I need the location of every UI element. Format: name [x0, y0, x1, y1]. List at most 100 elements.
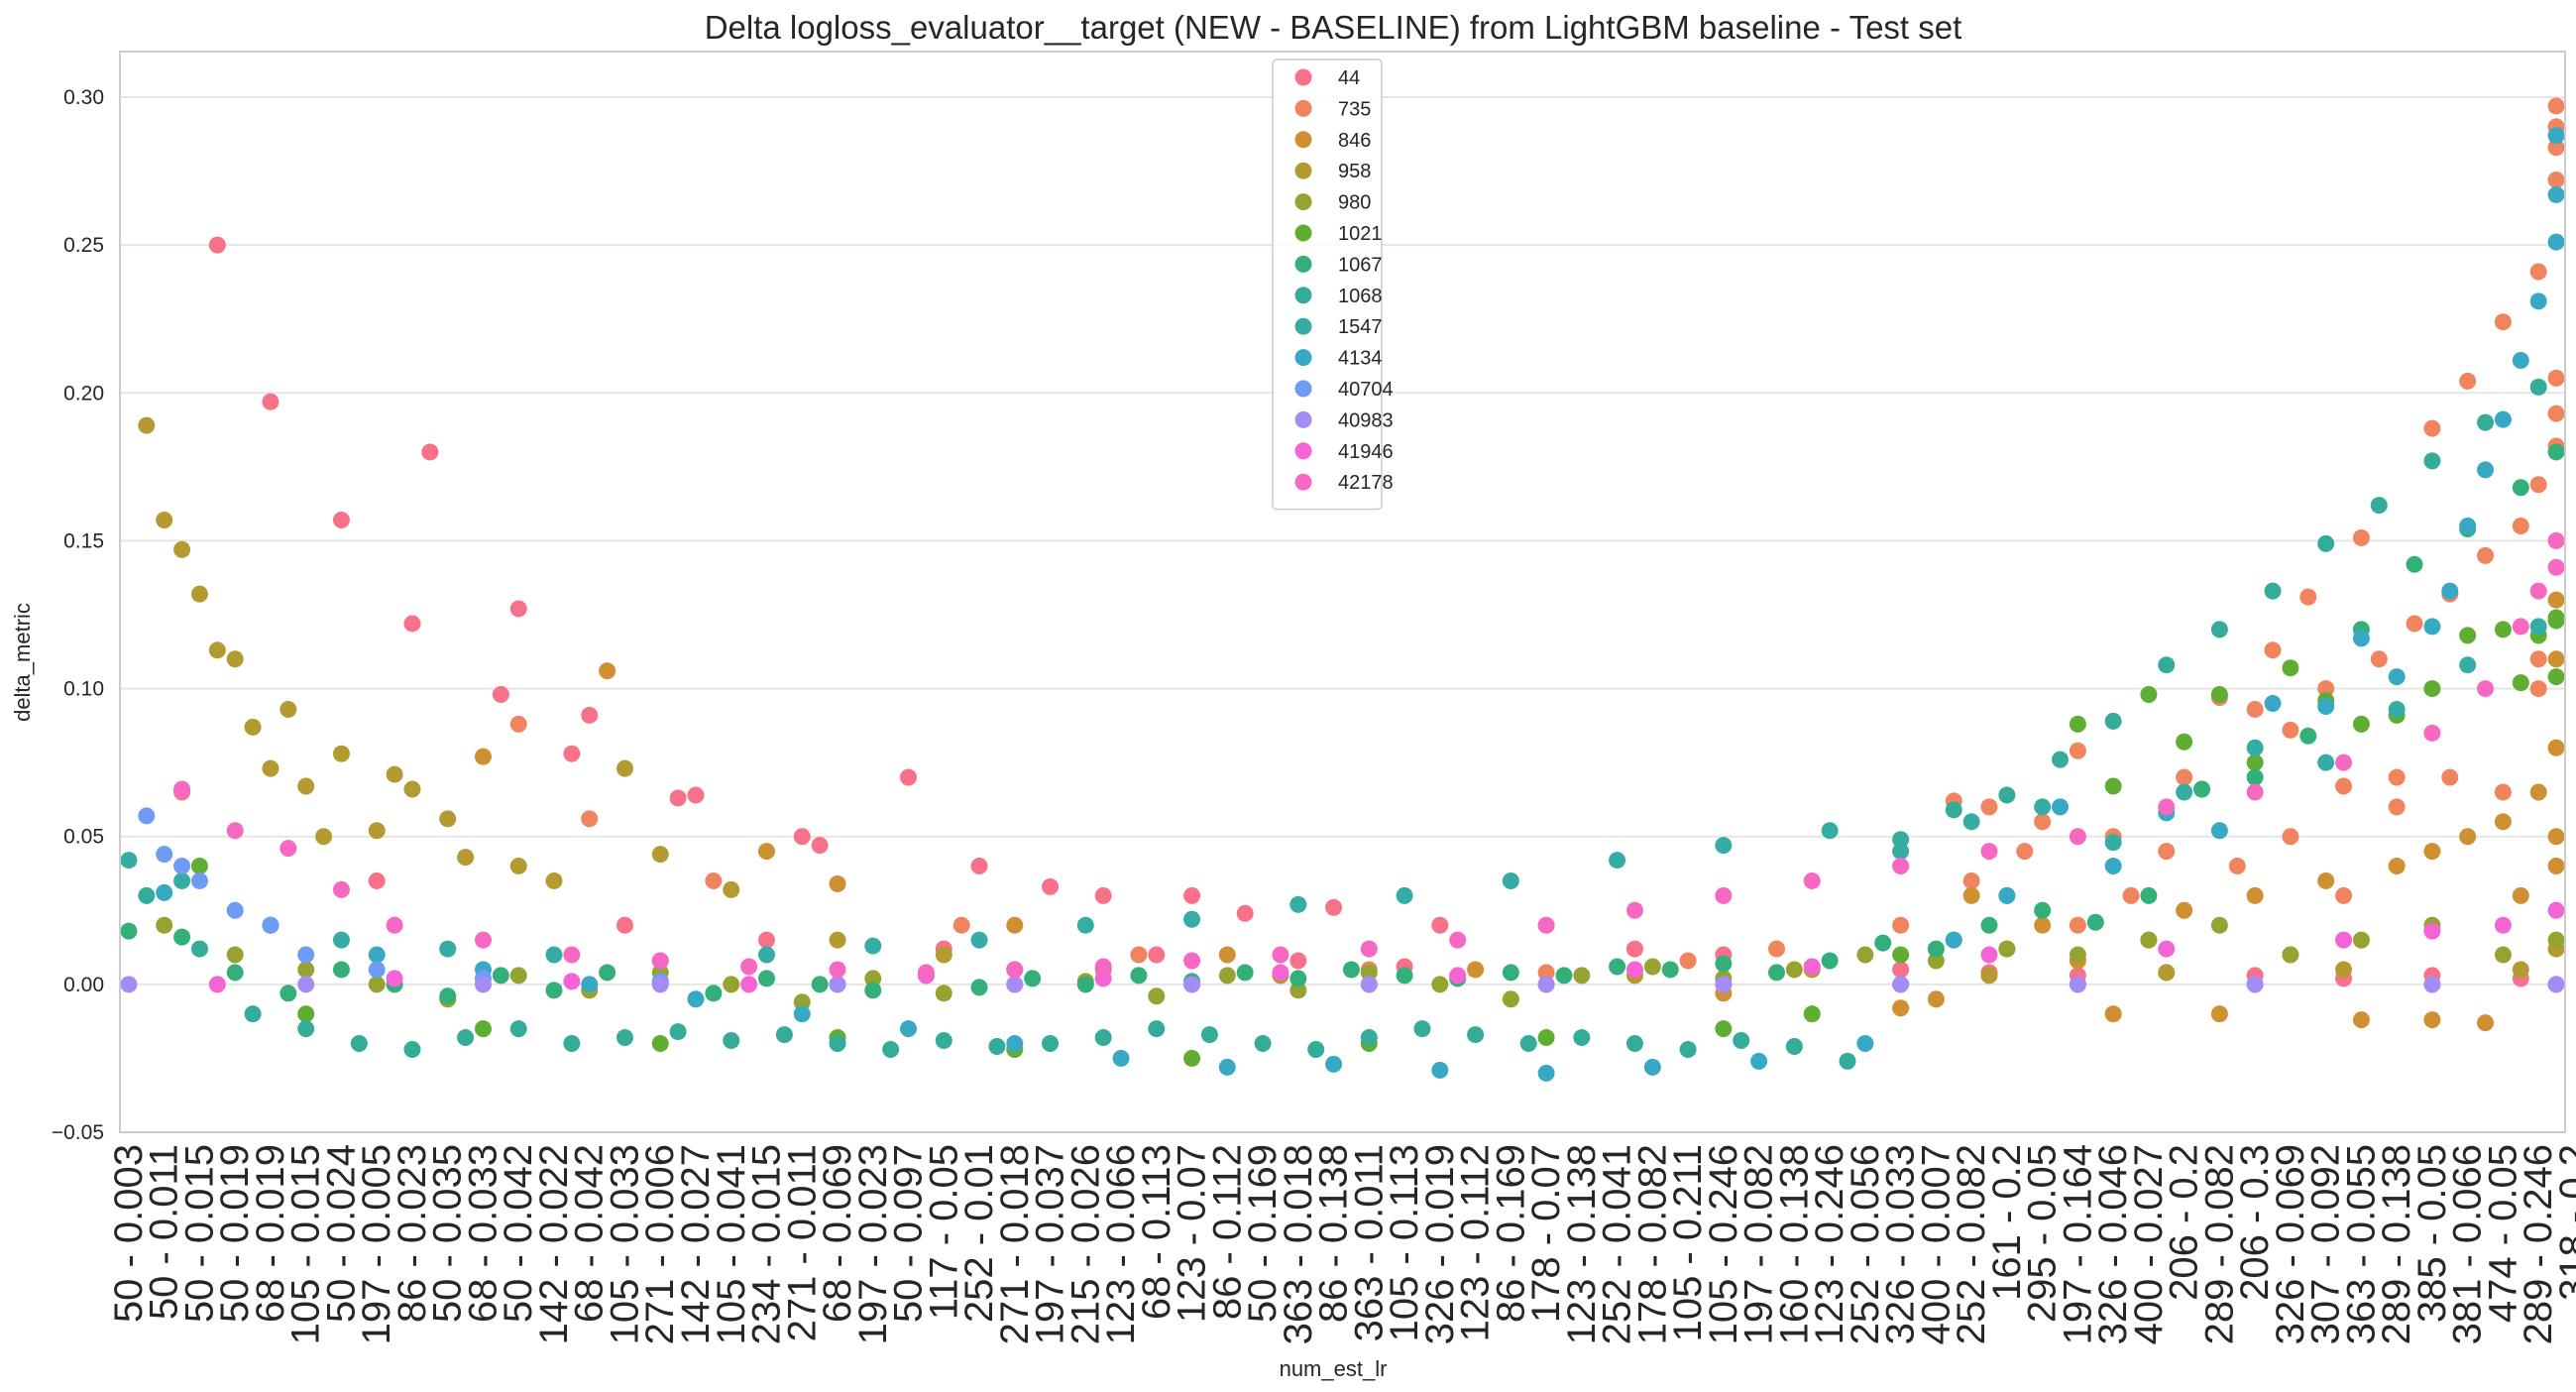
data-point	[2529, 292, 2547, 310]
data-point	[1715, 955, 1733, 973]
x-tick-label: 123 - 0.07	[1171, 1144, 1214, 1323]
data-point	[2547, 172, 2565, 189]
data-point	[935, 985, 952, 1002]
data-point	[2423, 724, 2441, 742]
y-tick-label: 0.15	[63, 529, 104, 552]
data-point	[1980, 946, 1998, 964]
data-point	[2104, 858, 2122, 875]
data-point	[1625, 961, 1643, 979]
data-point	[190, 858, 208, 875]
data-point	[811, 837, 829, 855]
data-point	[2529, 476, 2547, 494]
data-point	[1218, 1058, 1236, 1076]
data-point	[563, 745, 581, 762]
data-point	[190, 585, 208, 603]
data-point	[403, 780, 421, 798]
data-point	[2140, 686, 2158, 704]
data-point	[829, 874, 846, 892]
data-point	[2158, 656, 2176, 674]
data-point	[2282, 946, 2299, 964]
data-point	[262, 393, 280, 410]
data-point	[935, 1032, 952, 1050]
data-point	[651, 1035, 669, 1053]
data-point	[793, 1005, 811, 1023]
data-point	[2547, 558, 2565, 576]
x-tick-label: 178 - 0.07	[1524, 1144, 1568, 1323]
data-point	[120, 922, 138, 940]
data-point	[1042, 877, 1060, 895]
data-point	[1396, 967, 1413, 985]
data-point	[1467, 1026, 1485, 1044]
x-tick-label: 50 - 0.015	[177, 1144, 221, 1323]
x-tick-label: 326 - 0.046	[2091, 1144, 2135, 1344]
data-point	[2406, 555, 2423, 573]
data-point	[2494, 621, 2512, 638]
data-point	[226, 901, 244, 919]
data-point	[1006, 976, 1024, 993]
x-tick-label: 363 - 0.011	[1347, 1144, 1391, 1341]
x-tick-label: 385 - 0.05	[2410, 1144, 2454, 1323]
data-point	[2494, 783, 2512, 801]
data-point	[829, 976, 846, 993]
data-point	[988, 1037, 1006, 1055]
data-point	[1502, 964, 1519, 982]
data-point	[2069, 976, 2086, 993]
data-point	[545, 946, 563, 964]
data-point	[1980, 967, 1998, 985]
data-point	[2158, 964, 2176, 982]
data-point	[2158, 940, 2176, 958]
data-point	[1183, 976, 1201, 993]
data-point	[350, 1035, 368, 1053]
data-point	[563, 1035, 581, 1053]
data-point	[2352, 528, 2370, 546]
data-point	[1112, 1049, 1130, 1067]
data-point	[2104, 834, 2122, 852]
data-point	[2140, 886, 2158, 904]
data-point	[1927, 940, 1945, 958]
data-point	[1183, 952, 1201, 970]
data-point	[262, 759, 280, 777]
x-tick-label: 123 - 0.246	[1808, 1144, 1851, 1344]
data-point	[509, 967, 527, 985]
data-point	[740, 976, 758, 993]
data-point	[297, 777, 315, 795]
data-point	[1094, 958, 1112, 976]
data-point	[226, 822, 244, 840]
data-point	[509, 858, 527, 875]
x-tick-label: 50 - 0.042	[497, 1144, 540, 1323]
data-point	[2494, 916, 2512, 934]
data-point	[2246, 976, 2264, 993]
data-point	[2494, 410, 2512, 428]
data-point	[1218, 946, 1236, 964]
data-point	[1821, 952, 1839, 970]
data-point	[1502, 871, 1519, 889]
data-point	[156, 916, 173, 934]
x-tick-label: 252 - 0.056	[1844, 1144, 1887, 1344]
data-point	[2547, 531, 2565, 549]
data-point	[599, 662, 616, 680]
data-point	[723, 880, 740, 898]
x-tick-label: 50 - 0.097	[887, 1144, 931, 1323]
data-point	[2547, 976, 2565, 993]
data-point	[1360, 1029, 1378, 1047]
data-point	[2069, 828, 2086, 846]
data-point	[1609, 852, 1626, 870]
data-point	[457, 849, 475, 867]
data-point	[1289, 952, 1307, 970]
data-point	[1927, 952, 1945, 970]
data-point	[2335, 931, 2353, 949]
data-point	[1856, 1035, 1874, 1053]
x-tick-label: 215 - 0.026	[1064, 1144, 1107, 1344]
data-point	[1856, 946, 1874, 964]
data-point	[1715, 837, 1733, 855]
data-point	[226, 650, 244, 668]
x-tick-label: 86 - 0.138	[1312, 1144, 1356, 1323]
data-point	[1750, 1052, 1768, 1070]
data-point	[2210, 686, 2228, 704]
y-tick-label: 0.10	[63, 678, 104, 701]
data-point	[2512, 479, 2529, 497]
data-point	[2547, 127, 2565, 145]
data-point	[1148, 987, 1166, 1005]
data-point	[2547, 369, 2565, 387]
data-point	[2335, 961, 2353, 979]
